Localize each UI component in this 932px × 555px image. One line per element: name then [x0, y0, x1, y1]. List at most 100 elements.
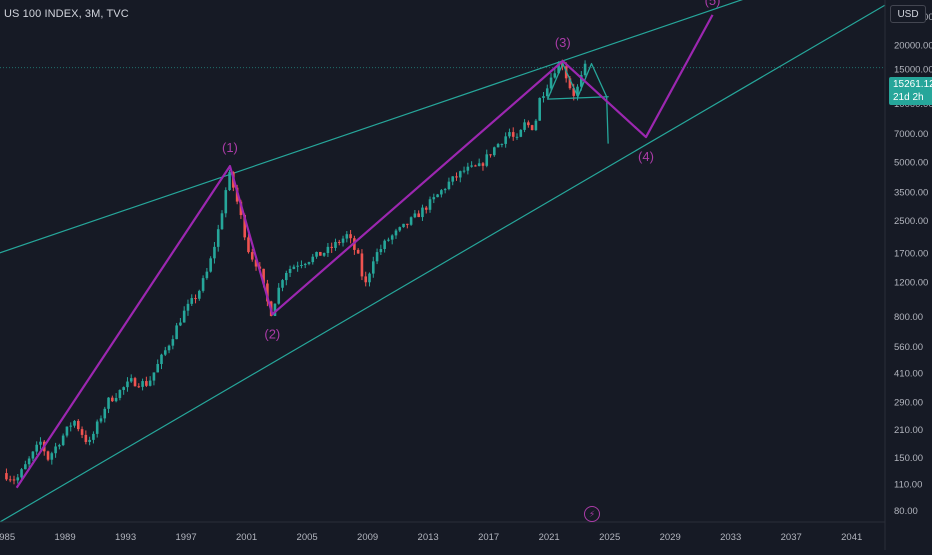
candle-body [356, 249, 360, 254]
candle-body [511, 132, 515, 137]
candle-body [205, 271, 209, 279]
candle-body [428, 199, 432, 210]
candle-body [508, 132, 511, 137]
candle-body [73, 420, 76, 426]
candle-body [122, 387, 125, 391]
tradingview-logo-icon[interactable]: ⚡ [584, 506, 600, 522]
candle-body [107, 397, 110, 409]
y-tick-label: 410.00 [894, 368, 923, 379]
candle-body [424, 207, 428, 210]
candle-body [16, 477, 20, 481]
candle-body [243, 215, 246, 238]
candle-body [485, 154, 489, 166]
candle-body [99, 418, 103, 422]
candle-body [371, 261, 375, 274]
candle-body [262, 268, 265, 284]
y-tick-label: 210.00 [894, 425, 923, 436]
y-tick-label: 1200.00 [894, 278, 928, 289]
candle-body [455, 176, 458, 178]
candle-body [470, 165, 473, 167]
candle-body [500, 143, 504, 145]
x-tick-label: 2001 [236, 532, 257, 543]
candle-body [466, 166, 470, 171]
x-tick-label: 2029 [660, 532, 681, 543]
wave-layer [15, 14, 714, 489]
candle-body [156, 364, 160, 373]
candle-body [288, 268, 292, 273]
candle-body [254, 259, 258, 267]
candle-body [322, 252, 326, 256]
candle-body [50, 453, 54, 460]
candle-body [462, 170, 466, 172]
x-tick-label: 2033 [720, 532, 741, 543]
candle-body [447, 181, 451, 190]
candle-body [103, 408, 107, 419]
candle-body [20, 469, 23, 478]
candle-body [129, 378, 133, 382]
candle-body [534, 120, 538, 131]
candle-body [198, 290, 201, 299]
candle-body [481, 163, 485, 166]
candle-body [24, 464, 27, 470]
candle-body [474, 165, 477, 167]
wave-label: (4) [638, 149, 654, 164]
candle-body [330, 246, 333, 248]
candle-body [273, 303, 277, 316]
candle-body [80, 429, 84, 435]
candle-body [46, 451, 50, 460]
candle-body [152, 372, 156, 381]
candle-body [527, 122, 530, 126]
candle-body [228, 172, 231, 191]
candle-body [27, 458, 31, 465]
candle-body [35, 444, 38, 452]
candle-body [160, 354, 163, 365]
candle-body [477, 163, 481, 167]
x-tick-label: 2037 [781, 532, 802, 543]
currency-button[interactable]: USD [890, 5, 926, 23]
candle-body [542, 96, 545, 98]
candle-body [186, 303, 190, 311]
x-tick-label: 2041 [841, 532, 862, 543]
candle-body [285, 272, 288, 281]
candle-body [141, 381, 144, 387]
candle-body [326, 246, 330, 253]
candle-body [334, 241, 337, 248]
x-tick-label: 1989 [54, 532, 75, 543]
candle-body [133, 378, 137, 387]
y-tick-label: 5000.00 [894, 157, 928, 168]
candle-body [440, 190, 443, 195]
candle-body [364, 276, 368, 283]
candle-body [360, 253, 364, 277]
candle-body [190, 298, 194, 304]
channel-upper-line [0, 0, 744, 254]
candle-body [583, 63, 587, 76]
candle-body [209, 258, 212, 272]
wave-label: (2) [264, 326, 280, 341]
candle-body [300, 264, 303, 266]
candle-body [387, 239, 390, 241]
y-tick-label: 3500.00 [894, 187, 928, 198]
y-tick-label: 110.00 [894, 479, 922, 490]
candle-body [266, 283, 269, 302]
y-tick-label: 800.00 [894, 312, 923, 323]
candle-body [171, 339, 175, 346]
candle-body [61, 435, 65, 446]
current-price-tag: 15261.12 21d 2h [889, 77, 932, 105]
candle-body [493, 147, 496, 156]
candle-body [194, 298, 197, 300]
chart-title: US 100 INDEX, 3M, TVC [4, 8, 129, 20]
y-tick-label: 1700.00 [894, 248, 928, 259]
candle-body [179, 322, 182, 326]
wave-label: (3) [555, 35, 571, 50]
y-tick-label: 560.00 [894, 342, 923, 353]
candle-body [8, 479, 12, 481]
candle-body [398, 227, 402, 231]
candle-body [303, 263, 307, 265]
y-tick-label: 15000.00 [894, 65, 932, 76]
x-tick-label: 1997 [176, 532, 197, 543]
candle-body [349, 234, 352, 239]
y-tick-label: 150.00 [894, 453, 923, 464]
